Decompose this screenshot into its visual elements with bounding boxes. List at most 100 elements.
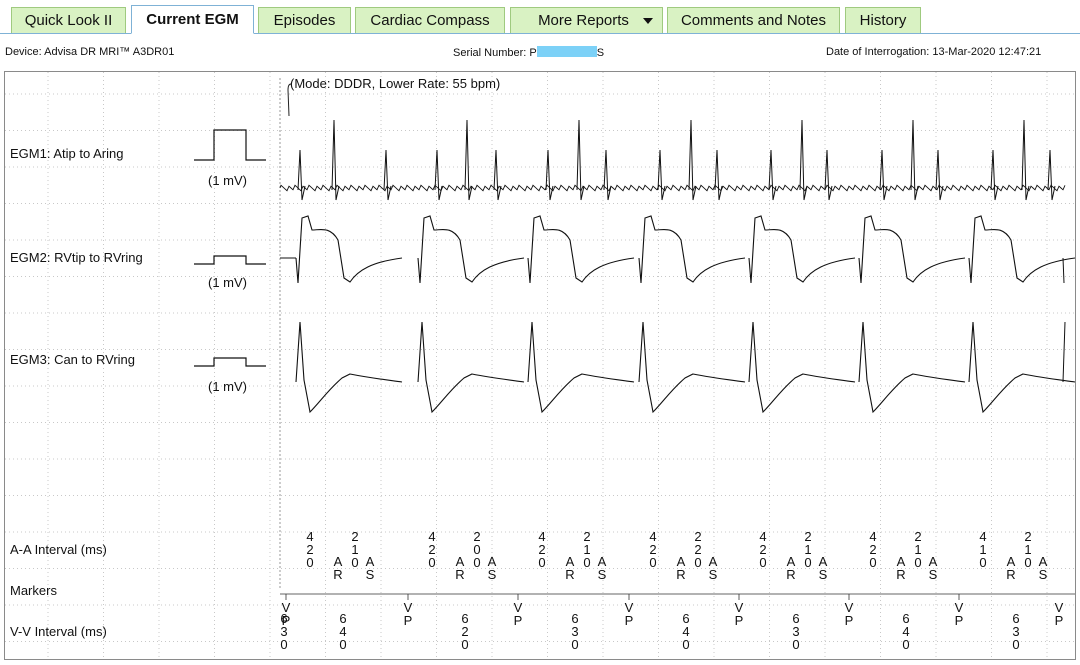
vv-interval-value: 0: [461, 637, 468, 652]
egm2-scale: (1 mV): [208, 275, 247, 290]
aa-interval-value: 0: [914, 555, 921, 570]
chevron-down-icon[interactable]: [642, 17, 653, 24]
egm-traces: [194, 119, 1076, 414]
egm-strip-frame: [4, 71, 1076, 660]
vv-interval-label: V-V Interval (ms): [10, 624, 107, 639]
aa-interval-value: 1: [804, 542, 811, 557]
egm1-spike: [799, 119, 808, 201]
vp-marker: V: [282, 600, 291, 615]
vv-interval-value: 0: [339, 637, 346, 652]
egm1-spike: [657, 149, 666, 201]
vv-interval-value: 6: [339, 611, 346, 626]
aa-interval-value: 0: [583, 555, 590, 570]
ar-marker: R: [896, 567, 905, 582]
ar-marker: R: [333, 567, 342, 582]
as-marker: S: [819, 567, 828, 582]
vv-interval-value: 6: [280, 611, 287, 626]
tab-episodes[interactable]: Episodes: [258, 7, 351, 33]
vv-interval-value: 4: [682, 624, 689, 639]
aa-interval-value: 2: [473, 529, 480, 544]
egm2-complex: [1062, 257, 1065, 284]
serial-label: Serial Number: P: [453, 47, 537, 59]
egm1-spike: [493, 149, 502, 201]
vv-interval-value: 6: [682, 611, 689, 626]
tab-more-reports[interactable]: More Reports: [510, 7, 663, 33]
as-marker: A: [1039, 554, 1048, 569]
egm1-spike: [545, 149, 554, 201]
as-marker: S: [1039, 567, 1048, 582]
as-marker: S: [366, 567, 375, 582]
tab-cardiac-compass[interactable]: Cardiac Compass: [355, 7, 505, 33]
vv-interval-value: 0: [792, 637, 799, 652]
as-marker: A: [709, 554, 718, 569]
vv-interval-value: 4: [902, 624, 909, 639]
as-marker: A: [819, 554, 828, 569]
tab-quick-look-ii[interactable]: Quick Look II: [11, 7, 126, 33]
aa-interval-value: 0: [759, 555, 766, 570]
vv-interval-value: 6: [1012, 611, 1019, 626]
aa-interval-value: 1: [979, 542, 986, 557]
egm1-spike: [768, 149, 777, 201]
serial-number: Serial Number: P S: [453, 46, 604, 59]
mode-label: (Mode: DDDR, Lower Rate: 55 bpm): [290, 76, 501, 91]
egm2-complex: [748, 215, 856, 284]
as-marker: A: [366, 554, 375, 569]
egm3-complex: [748, 321, 856, 414]
vv-interval-value: 6: [571, 611, 578, 626]
egm1-spike: [464, 119, 473, 201]
egm2-complex: [527, 215, 635, 284]
aa-interval-value: 0: [428, 555, 435, 570]
egm2-complex: [858, 215, 966, 284]
egm1-spike: [434, 149, 443, 201]
egm3-scale: (1 mV): [208, 379, 247, 394]
tab-history[interactable]: History: [845, 7, 921, 33]
egm2-calibration: [194, 255, 266, 265]
egm1-baseline: [279, 184, 1066, 192]
egm2-complex: [638, 215, 746, 284]
as-marker: A: [488, 554, 497, 569]
egm2-complex: [417, 215, 525, 284]
egm1-spike: [576, 119, 585, 201]
tab-current-egm[interactable]: Current EGM: [131, 5, 254, 34]
tab-bar: Quick Look II Current EGM Episodes Cardi…: [0, 0, 1080, 36]
as-marker: S: [929, 567, 938, 582]
ar-marker: A: [787, 554, 796, 569]
vp-marker: P: [955, 613, 964, 628]
aa-interval-value: 1: [1024, 542, 1031, 557]
date-of-interrogation: Date of Interrogation: 13-Mar-2020 12:47…: [826, 46, 1042, 58]
aa-interval-value: 0: [804, 555, 811, 570]
aa-interval-value: 2: [1024, 529, 1031, 544]
aa-interval-value: 0: [869, 555, 876, 570]
egm1-spike: [383, 149, 392, 201]
tab-comments-and-notes[interactable]: Comments and Notes: [667, 7, 840, 33]
aa-interval-value: 0: [694, 555, 701, 570]
device-info: Device: Advisa DR MRI™ A3DR01: [5, 46, 175, 58]
vp-marker: V: [514, 600, 523, 615]
aa-interval-value: 2: [538, 542, 545, 557]
ar-marker: R: [676, 567, 685, 582]
tab-label: Current EGM: [146, 11, 239, 28]
vp-marker: V: [1055, 600, 1064, 615]
vp-marker: P: [282, 613, 291, 628]
vv-interval-value: 0: [280, 637, 287, 652]
aa-interval-value: 2: [583, 529, 590, 544]
egm1-spike: [297, 149, 306, 201]
aa-interval-value: 4: [869, 529, 876, 544]
egm3-complex: [295, 321, 403, 414]
ar-marker: A: [677, 554, 686, 569]
egm1-scale: (1 mV): [208, 173, 247, 188]
ar-marker: A: [897, 554, 906, 569]
vp-marker: P: [404, 613, 413, 628]
markers-label: Markers: [10, 583, 57, 598]
egm3-complex: [417, 321, 525, 414]
egm2-complex: [295, 215, 403, 284]
tab-label: Episodes: [273, 12, 336, 29]
egm1-spike: [688, 119, 697, 201]
aa-interval-value: 2: [694, 542, 701, 557]
aa-interval-value: 0: [351, 555, 358, 570]
aa-interval-value: 2: [306, 542, 313, 557]
as-marker: A: [929, 554, 938, 569]
vp-marker: V: [404, 600, 413, 615]
egm1-calibration: [194, 129, 266, 161]
